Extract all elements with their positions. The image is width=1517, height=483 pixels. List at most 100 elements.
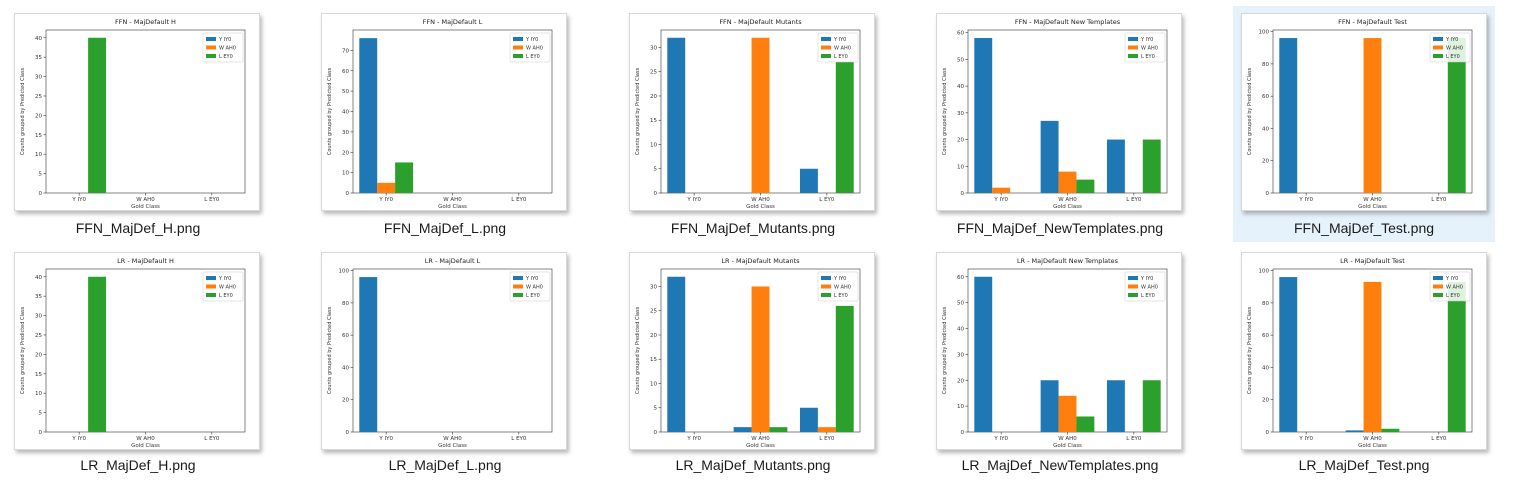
y-tick-label: 5 [654,167,658,173]
y-tick-label: 40 [342,365,349,371]
file-tile[interactable]: LR - MajDefault Test 0 20 40 60 80 100 Y IY0 W A… [1233,246,1495,482]
legend-label: L EY0 [834,293,848,299]
x-tick-label: L EY0 [511,436,527,442]
legend-swatch-w-ah0 [1433,45,1443,50]
bar-w-ah0 [817,427,836,432]
legend-swatch-y-iy0 [206,276,216,280]
y-tick-label: 10 [957,404,964,410]
file-tile[interactable]: FFN - MajDefault H 0 5 10 15 20 25 30 35 40 Y IY0 W… [7,6,269,244]
bar-y-iy0 [1279,38,1298,193]
legend-label: Y IY0 [218,37,231,43]
legend-label: W AH0 [1446,46,1463,52]
y-tick-label: 100 [1259,269,1270,275]
x-tick-label: Y IY0 [71,436,86,442]
x-axis-label: Gold Class [746,443,775,449]
y-tick-label: 50 [957,301,964,307]
y-tick-label: 60 [1262,333,1269,339]
legend-label: W AH0 [834,46,851,52]
bar-w-ah0 [1058,395,1077,432]
bar-chart: FFN - MajDefault Test 0 20 40 60 80 100 Y IY0 W … [1247,18,1473,210]
y-tick-label: 60 [957,275,964,281]
bar-chart: FFN - MajDefault L 0 10 20 30 40 50 60 70 Y IY0 W … [327,18,553,210]
y-axis-label: Counts grouped by Predicted Class [1247,306,1253,394]
x-tick-label: Y IY0 [686,197,701,203]
y-tick-label: 35 [35,294,42,300]
bar-y-iy0 [1345,430,1364,432]
legend-swatch-y-iy0 [513,276,523,280]
thumbnail: LR - MajDefault Test 0 20 40 60 80 100 Y IY0 W A… [1241,252,1487,450]
x-tick-label: L EY0 [204,436,220,442]
file-tile[interactable]: FFN - MajDefault Mutants 0 5 10 15 20 25 30 Y IY… [622,6,884,244]
y-axis-label: Counts grouped by Predicted Class [327,67,333,155]
file-name: LR_MajDef_L.png [388,457,502,473]
y-tick-label: 10 [35,391,42,397]
thumbnail: LR - MajDefault H 0 5 10 15 20 25 30 35 40 Y IY0 W … [14,252,260,450]
y-tick-label: 5 [39,172,43,178]
y-tick-label: 40 [342,110,349,116]
file-tile[interactable]: LR - MajDefault H 0 5 10 15 20 25 30 35 40 Y IY0 W … [7,246,269,482]
x-tick-label: Y IY0 [378,197,393,203]
y-tick-label: 20 [35,352,42,358]
bar-w-ah0 [751,37,770,193]
y-tick-label: 20 [650,333,657,339]
file-tile[interactable]: LR - MajDefault Mutants 0 5 10 15 20 25 30 Y IY0… [622,246,884,482]
bar-y-iy0 [359,38,378,194]
x-tick-label: L EY0 [204,197,220,203]
y-tick-label: 10 [342,171,349,177]
legend-swatch-l-ey0 [1128,293,1138,297]
x-tick-label: L EY0 [819,436,835,442]
y-axis-label: Counts grouped by Predicted Class [20,67,26,155]
legend-swatch-w-ah0 [1128,45,1138,50]
y-tick-label: 25 [35,94,42,100]
legend-label: L EY0 [219,293,233,299]
x-tick-label: W AH0 [1363,197,1382,203]
bar-w-ah0 [1058,171,1077,193]
y-tick-label: 20 [342,150,349,156]
x-tick-label: Y IY0 [1298,436,1313,442]
legend-label: L EY0 [1446,54,1460,60]
bar-l-ey0 [769,427,788,432]
bar-l-ey0 [1076,416,1095,432]
file-tile[interactable]: LR - MajDefault L 0 20 40 60 80 100 Y IY0 W AH0 L… [314,246,576,482]
legend-swatch-l-ey0 [1433,293,1443,297]
legend-swatch-w-ah0 [1433,284,1443,289]
y-tick-label: 0 [346,430,350,436]
y-tick-label: 40 [1262,126,1269,132]
legend-label: Y IY0 [833,276,846,282]
bar-w-ah0 [992,187,1011,193]
bar-y-iy0 [799,407,818,432]
bar-y-iy0 [359,277,378,432]
bar-chart: FFN - MajDefault H 0 5 10 15 20 25 30 35 40 Y IY0 W… [20,18,246,210]
file-tile[interactable]: FFN - MajDefault Test 0 20 40 60 80 100 Y IY0 W … [1233,6,1495,242]
x-axis-label: Gold Class [131,204,160,210]
legend-label: L EY0 [1141,54,1155,60]
legend-swatch-l-ey0 [821,293,831,297]
x-tick-label: L EY0 [1431,197,1447,203]
y-tick-label: 10 [650,142,657,148]
y-tick-label: 40 [957,84,964,90]
bar-w-ah0 [377,182,396,193]
bar-l-ey0 [835,62,854,194]
chart-title: FFN - MajDefault H [115,18,176,26]
legend-swatch-y-iy0 [1433,37,1443,41]
y-axis-label: Counts grouped by Predicted Class [1247,67,1253,155]
y-tick-label: 0 [39,430,43,436]
legend-label: Y IY0 [1140,276,1153,282]
file-tile[interactable]: FFN - MajDefault New Templates 0 10 20 30 40 5… [929,6,1191,244]
x-tick-label: L EY0 [511,197,527,203]
x-tick-label: L EY0 [1431,436,1447,442]
y-tick-label: 15 [650,118,657,124]
x-tick-label: W AH0 [751,436,770,442]
x-tick-label: L EY0 [1126,436,1142,442]
file-name: LR_MajDef_Test.png [1298,457,1430,473]
bar-l-ey0 [88,276,107,432]
file-name: LR_MajDef_H.png [80,457,196,473]
bar-chart: LR - MajDefault Mutants 0 5 10 15 20 25 30 Y IY0… [635,257,861,449]
y-tick-label: 30 [342,130,349,136]
y-tick-label: 20 [957,138,964,144]
y-tick-label: 40 [957,327,964,333]
file-tile[interactable]: LR - MajDefault New Templates 0 10 20 30 40 50… [929,246,1191,482]
y-tick-label: 30 [650,45,657,51]
file-tile[interactable]: FFN - MajDefault L 0 10 20 30 40 50 60 70 Y IY0 W … [314,6,576,244]
bar-y-iy0 [974,38,993,194]
